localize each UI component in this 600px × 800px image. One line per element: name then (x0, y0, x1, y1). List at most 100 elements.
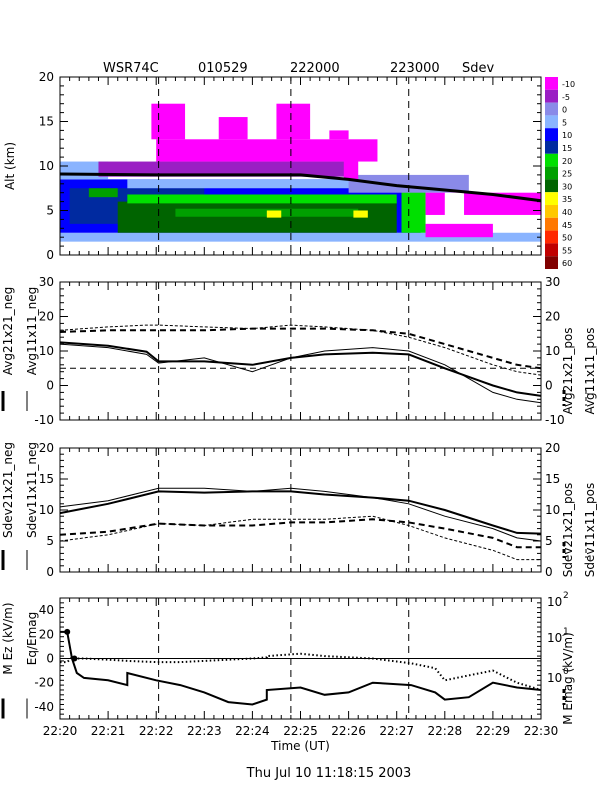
tropopause-line (59, 172, 542, 203)
echo-cell (127, 179, 465, 189)
y-tick-label: 5 (46, 204, 54, 218)
colorbar-label: 15 (562, 144, 572, 153)
y-tick-label-right: 0 (545, 379, 553, 393)
x-tick-label: 22:21 (91, 724, 126, 738)
echo-cell (329, 130, 349, 140)
y-tick-label: 20 (39, 441, 54, 455)
colorbar-label: 55 (562, 246, 572, 255)
y-tick-label-right: 15 (545, 472, 560, 486)
y-label-right: Sdev11x11_pos (583, 483, 597, 578)
colorbar-swatch (545, 179, 558, 193)
y-tick-label-right: 30 (545, 275, 560, 289)
colorbar-label: -10 (562, 80, 575, 89)
colorbar-label: 5 (562, 118, 567, 127)
y-label-left: Sdev11x11_neg (25, 442, 39, 538)
echo-cell (425, 192, 541, 215)
echo-cell (60, 232, 541, 242)
y-tick-label-right: 10 (545, 503, 560, 517)
series-sdev11x11-pos (59, 515, 541, 561)
series-avg21x21-neg (59, 341, 542, 397)
header-time-start: 222000 (290, 61, 340, 76)
plot-frame (59, 447, 542, 573)
x-axis-label: Time (UT) (270, 739, 330, 753)
colorbar-label: 20 (562, 157, 572, 166)
y-label-left: Avg11x11_neg (25, 287, 39, 375)
echo-cell (218, 117, 248, 140)
colorbar-label: 40 (562, 208, 572, 217)
colorbar-swatch (545, 141, 558, 154)
echo-cell (266, 210, 282, 218)
header-radar: WSR74C (103, 61, 159, 76)
header-product: Sdev (462, 61, 495, 76)
start-marker (71, 655, 78, 662)
log-tick-base: 10 (547, 631, 562, 645)
colorbar-label: 35 (562, 195, 572, 204)
colorbar-swatch (545, 115, 558, 129)
echo-cell (117, 201, 397, 233)
y-tick-label: 5 (46, 534, 54, 548)
x-tick-label: 22:23 (187, 724, 222, 738)
log-tick-exponent: 1 (563, 627, 569, 637)
y-tick-label-right: 5 (545, 534, 553, 548)
series-sdev21x21-neg (59, 490, 542, 535)
x-tick-label: 22:30 (524, 724, 559, 738)
colorbar-swatch (545, 166, 558, 180)
y-tick-label: 20 (39, 310, 54, 324)
colorbar-swatch (545, 217, 558, 231)
y-tick-label: 10 (39, 159, 54, 173)
y-label-left: Alt (km) (3, 142, 17, 190)
x-tick-label: 22:26 (331, 724, 366, 738)
echo-cell (401, 188, 426, 233)
y-tick-label-right: -10 (545, 413, 565, 427)
colorbar-swatch (545, 102, 558, 116)
colorbar-swatch (545, 153, 558, 167)
series-sdev11x11-neg (59, 487, 542, 542)
colorbar-swatch (545, 256, 558, 269)
colorbar-swatch (545, 128, 558, 141)
echo-cell (88, 188, 118, 198)
x-tick-label: 22:25 (283, 724, 318, 738)
series-avg11x11-pos (59, 324, 542, 376)
colorbar-swatch (545, 230, 558, 244)
colorbar-label: 45 (562, 221, 572, 230)
echo-cell (343, 157, 359, 180)
header-time-end: 223000 (390, 61, 440, 76)
colorbar-swatch (545, 77, 558, 90)
avg-panel: -10 -10 0 0 10 10 20 20 30 30 Avg21x21_neg Avg11x11… (1, 275, 597, 427)
y-label-left: Avg21x21_neg (1, 287, 15, 375)
radar-panel: 0 5 10 15 20 Alt (km) (3, 70, 542, 262)
y-tick-label-right: 20 (545, 310, 560, 324)
x-tick-label: 22:20 (43, 724, 78, 738)
colorbar-swatch (545, 192, 558, 205)
y-label-left: Eq/Emag (25, 612, 39, 665)
colorbar-label: 50 (562, 234, 572, 243)
y-tick-label: 10 (39, 503, 54, 517)
y-label-right: M Emag (kV/m) (561, 632, 575, 724)
colorbar-label: 60 (562, 259, 572, 268)
log-tick-base: 10 (547, 595, 562, 609)
y-tick-label: 10 (39, 344, 54, 358)
series-avg11x11-neg (59, 343, 542, 404)
colorbar: -10 -5 0 5 10 15 20 25 30 35 40 45 50 55 60 (545, 77, 575, 269)
series-m-ez (60, 630, 542, 706)
x-tick-label: 22:28 (428, 724, 463, 738)
y-tick-label: 0 (46, 248, 54, 262)
colorbar-label: 25 (562, 170, 572, 179)
y-tick-label: 40 (39, 603, 54, 617)
y-tick-label: 0 (46, 379, 54, 393)
series-sdev21x21-pos (59, 518, 541, 549)
y-tick-label: 30 (39, 275, 54, 289)
series-eq-emag (60, 652, 542, 691)
y-tick-label: -10 (34, 413, 54, 427)
start-marker (64, 628, 71, 635)
echo-cell (127, 194, 397, 204)
x-tick-label: 22:29 (476, 724, 511, 738)
echo-cell (98, 161, 349, 177)
echo-cell (276, 103, 311, 140)
colorbar-label: 30 (562, 182, 572, 191)
series-avg21x21-pos (59, 327, 542, 370)
y-tick-label-right: 20 (545, 441, 560, 455)
colorbar-label: -5 (562, 93, 570, 102)
